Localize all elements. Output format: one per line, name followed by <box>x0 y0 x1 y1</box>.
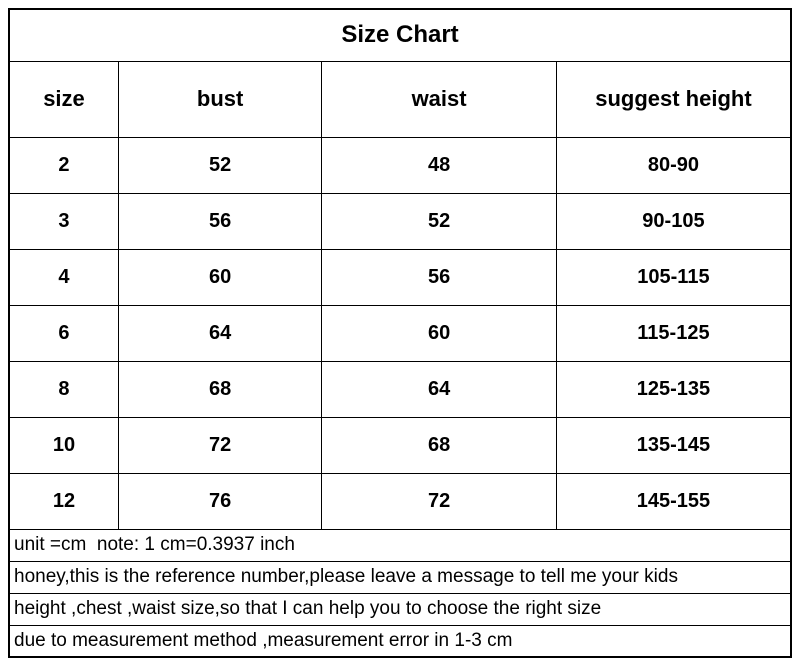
cell-bust: 64 <box>118 305 321 361</box>
cell-size: 2 <box>9 137 118 193</box>
note-row: due to measurement method ,measurement e… <box>9 625 791 657</box>
table-row: 3 56 52 90-105 <box>9 193 791 249</box>
table-row: 4 60 56 105-115 <box>9 249 791 305</box>
table-title: Size Chart <box>9 9 791 61</box>
cell-waist: 52 <box>322 193 557 249</box>
column-header-bust: bust <box>118 61 321 137</box>
column-header-size: size <box>9 61 118 137</box>
table-row: 2 52 48 80-90 <box>9 137 791 193</box>
cell-bust: 76 <box>118 473 321 529</box>
cell-bust: 72 <box>118 417 321 473</box>
cell-bust: 60 <box>118 249 321 305</box>
note-row: unit =cm note: 1 cm=0.3937 inch <box>9 529 791 561</box>
cell-height: 145-155 <box>556 473 791 529</box>
column-header-waist: waist <box>322 61 557 137</box>
note-error: due to measurement method ,measurement e… <box>9 625 791 657</box>
cell-waist: 48 <box>322 137 557 193</box>
cell-height: 125-135 <box>556 361 791 417</box>
cell-size: 10 <box>9 417 118 473</box>
cell-waist: 64 <box>322 361 557 417</box>
cell-size: 8 <box>9 361 118 417</box>
cell-bust: 52 <box>118 137 321 193</box>
cell-bust: 56 <box>118 193 321 249</box>
note-reference: honey,this is the reference number,pleas… <box>9 561 791 593</box>
column-header-height: suggest height <box>556 61 791 137</box>
cell-height: 115-125 <box>556 305 791 361</box>
cell-size: 4 <box>9 249 118 305</box>
cell-height: 80-90 <box>556 137 791 193</box>
header-row: size bust waist suggest height <box>9 61 791 137</box>
table-row: 10 72 68 135-145 <box>9 417 791 473</box>
table-row: 6 64 60 115-125 <box>9 305 791 361</box>
cell-size: 6 <box>9 305 118 361</box>
cell-waist: 72 <box>322 473 557 529</box>
title-row: Size Chart <box>9 9 791 61</box>
cell-waist: 56 <box>322 249 557 305</box>
size-chart-table: Size Chart size bust waist suggest heigh… <box>8 8 792 658</box>
cell-height: 90-105 <box>556 193 791 249</box>
note-unit: unit =cm note: 1 cm=0.3937 inch <box>9 529 791 561</box>
cell-size: 12 <box>9 473 118 529</box>
cell-height: 135-145 <box>556 417 791 473</box>
note-measurements: height ,chest ,waist size,so that I can … <box>9 593 791 625</box>
table-row: 12 76 72 145-155 <box>9 473 791 529</box>
cell-height: 105-115 <box>556 249 791 305</box>
note-row: height ,chest ,waist size,so that I can … <box>9 593 791 625</box>
table-row: 8 68 64 125-135 <box>9 361 791 417</box>
cell-waist: 68 <box>322 417 557 473</box>
cell-bust: 68 <box>118 361 321 417</box>
cell-waist: 60 <box>322 305 557 361</box>
note-row: honey,this is the reference number,pleas… <box>9 561 791 593</box>
cell-size: 3 <box>9 193 118 249</box>
